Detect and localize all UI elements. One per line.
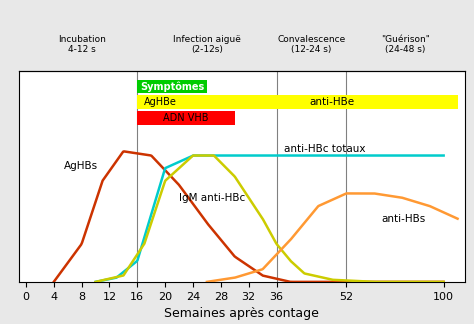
Text: Infection aiguë
(2-12s): Infection aiguë (2-12s): [173, 35, 241, 54]
Text: anti-HBc totaux: anti-HBc totaux: [283, 144, 365, 154]
Text: AgHBs: AgHBs: [64, 161, 98, 171]
Text: ADN VHB: ADN VHB: [164, 113, 209, 123]
Bar: [137, 80, 207, 93]
Text: Incubation
4-12 s: Incubation 4-12 s: [58, 35, 106, 54]
X-axis label: Semaines après contage: Semaines après contage: [164, 307, 319, 320]
Text: "Guérison"
(24-48 s): "Guérison" (24-48 s): [381, 35, 430, 54]
Text: Convalescence
(12-24 s): Convalescence (12-24 s): [277, 35, 346, 54]
Text: anti-HBs: anti-HBs: [381, 214, 425, 224]
Text: IgM anti-HBc: IgM anti-HBc: [179, 193, 246, 202]
Bar: [137, 111, 235, 125]
Text: AgHBe: AgHBe: [144, 97, 177, 107]
Text: Symptômes: Symptômes: [140, 81, 204, 92]
Bar: [137, 96, 457, 109]
Text: anti-HBe: anti-HBe: [310, 97, 355, 107]
